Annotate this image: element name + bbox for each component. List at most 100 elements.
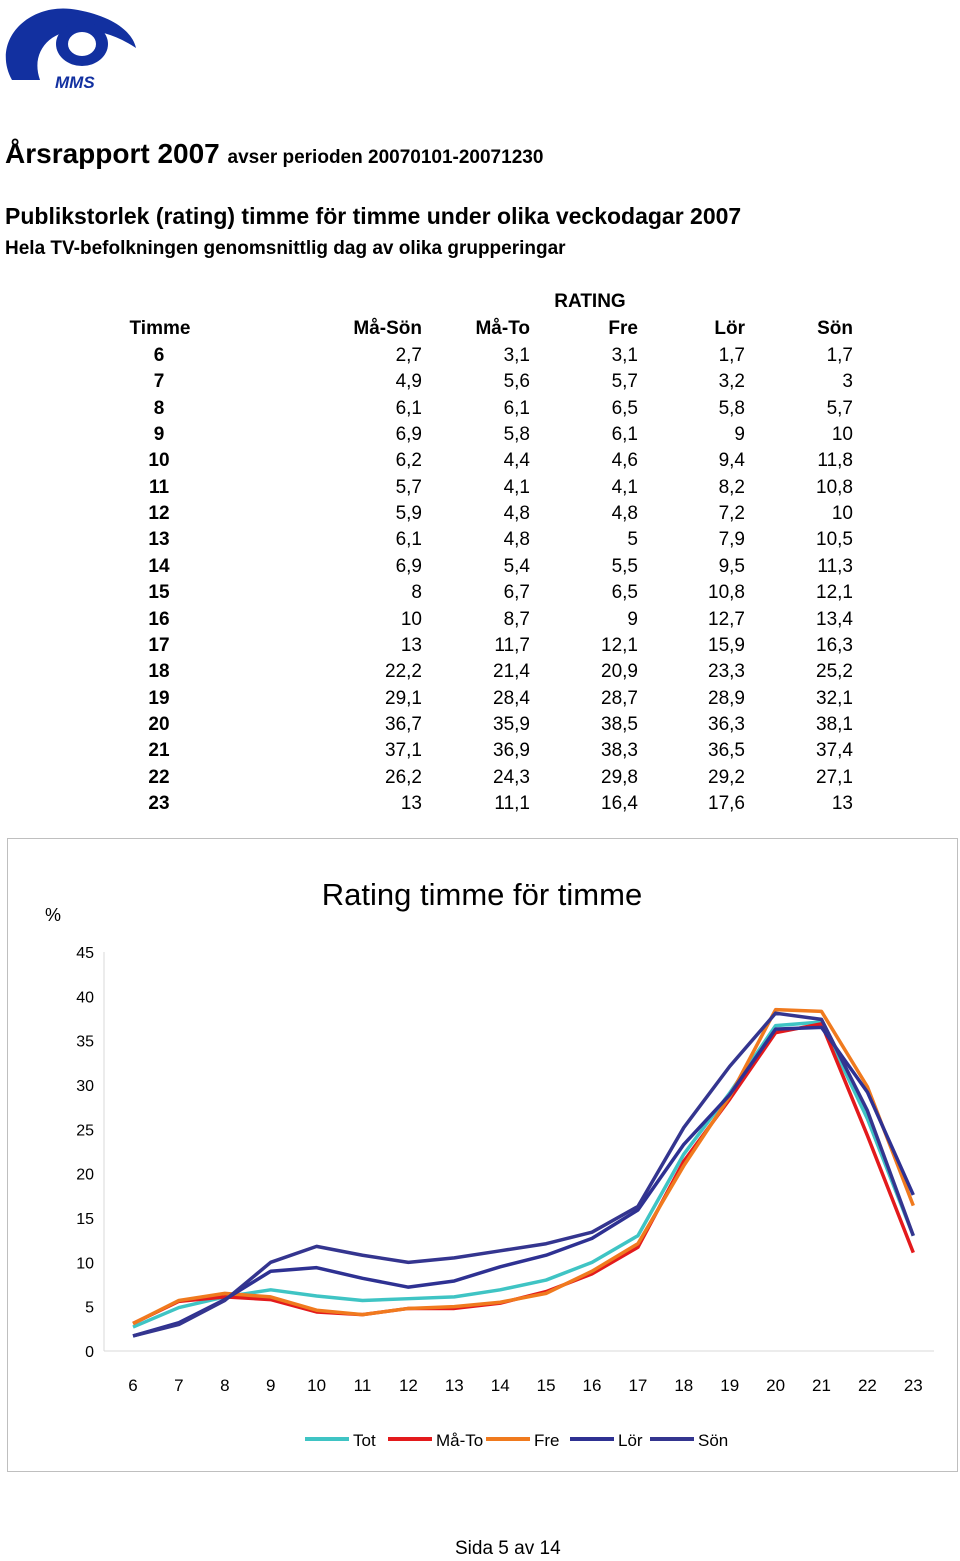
chart-title: Rating timme för timme (322, 877, 642, 912)
table-cell-hour: 17 (148, 634, 170, 656)
table-cell-value: 5,4 (503, 555, 530, 577)
legend-label: Må-To (436, 1431, 483, 1450)
table-cell-value: 5,8 (503, 424, 530, 446)
chart-container: % Rating timme för timme 0 5 10 15 20 25 30 35 4… (7, 838, 958, 1472)
legend-label: Sön (698, 1431, 728, 1450)
y-tick-label: 10 (76, 1255, 94, 1272)
x-tick-label: 10 (307, 1376, 326, 1395)
x-tick-label: 22 (858, 1376, 877, 1395)
table-cell-hour: 14 (148, 555, 170, 577)
y-tick-label: 0 (85, 1344, 94, 1361)
table-cell-value: 4,1 (503, 476, 530, 498)
table-cell-value: 9,4 (718, 450, 745, 472)
x-tick-label: 20 (766, 1376, 785, 1395)
table-cell-value: 6,9 (395, 424, 422, 446)
table-cell-value: 4,8 (611, 503, 638, 525)
series-line-3 (132, 1025, 915, 1338)
table-column-header: Timme Må-Sön Må-To Fre Lör Sön (0, 318, 960, 344)
y-tick-label: 30 (76, 1078, 94, 1095)
table-cell-hour: 21 (148, 740, 170, 762)
table-cell-value: 6,1 (611, 424, 638, 446)
table-cell-hour: 7 (153, 371, 165, 393)
y-axis-ticks: 0 5 10 15 20 25 30 35 40 45 (76, 945, 934, 1361)
legend-label: Tot (353, 1431, 376, 1450)
table-cell-value: 3,1 (611, 345, 638, 366)
table-row: 10 6,2 4,4 4,6 9,4 11,8 (0, 450, 960, 476)
table-cell-value: 35,9 (493, 713, 530, 735)
series-line-0 (132, 1020, 915, 1329)
col-header-ma-to: Må-To (475, 318, 530, 339)
col-header-son: Sön (817, 318, 853, 339)
y-tick-label: 25 (76, 1122, 94, 1139)
table-cell-hour: 10 (148, 450, 170, 472)
table-cell-hour: 20 (148, 713, 170, 735)
table-cell-value: 4,8 (503, 529, 530, 551)
table-cell-value: 4,8 (503, 503, 530, 525)
table-cell-value: 15,9 (708, 634, 745, 656)
table-cell-value: 32,1 (816, 687, 853, 709)
table-row: 21 37,1 36,9 38,3 36,5 37,4 (0, 740, 960, 766)
table-cell-value: 26,2 (385, 766, 422, 788)
x-tick-label: 11 (354, 1376, 372, 1395)
table-row: 15 8 6,7 6,5 10,8 12,1 (0, 582, 960, 608)
x-tick-label: 15 (537, 1376, 556, 1395)
table-cell-value: 13 (400, 792, 422, 814)
table-group-header: RATING (0, 291, 960, 317)
table-cell-value: 16,4 (601, 792, 638, 814)
legend-label: Fre (534, 1431, 560, 1450)
table-cell-value: 5,7 (395, 476, 422, 498)
legend-label: Lör (618, 1431, 643, 1450)
table-cell-value: 38,3 (601, 740, 638, 762)
x-tick-label: 23 (904, 1376, 923, 1395)
table-row: 19 29,1 28,4 28,7 28,9 32,1 (0, 688, 960, 714)
table-cell-value: 28,7 (601, 687, 638, 709)
table-cell-value: 4,6 (611, 450, 638, 472)
table-cell-value: 10 (831, 503, 853, 525)
table-cell-value: 6,1 (503, 397, 530, 419)
table-cell-value: 2,7 (395, 345, 422, 366)
table-cell-value: 28,4 (493, 687, 530, 709)
table-cell-hour: 13 (148, 529, 170, 551)
table-cell-value: 12,7 (708, 608, 745, 630)
table-cell-value: 6,1 (395, 397, 422, 419)
table-cell-value: 5 (627, 529, 638, 551)
series-line-4 (132, 1011, 915, 1338)
table-cell-hour: 12 (148, 503, 170, 525)
table-cell-value: 6,1 (395, 529, 422, 551)
table-cell-value: 21,4 (493, 661, 530, 683)
table-cell-value: 10,5 (816, 529, 853, 551)
table-cell-value: 36,7 (385, 713, 422, 735)
table-cell-hour: 6 (153, 345, 165, 366)
table-row: 7 4,9 5,6 5,7 3,2 3 (0, 371, 960, 397)
table-cell-value: 4,4 (503, 450, 530, 472)
x-tick-label: 17 (628, 1376, 647, 1395)
table-cell-value: 29,2 (708, 766, 745, 788)
table-cell-value: 5,5 (611, 555, 638, 577)
col-header-timme: Timme (129, 318, 191, 339)
rating-group-label: RATING (554, 291, 626, 312)
col-header-lor: Lör (714, 318, 745, 339)
table-cell-value: 17,6 (708, 792, 745, 814)
col-header-fre: Fre (608, 318, 638, 339)
table-cell-hour: 16 (148, 608, 170, 630)
table-cell-hour: 23 (148, 792, 170, 814)
table-cell-value: 11,1 (494, 792, 530, 814)
report-title: Årsrapport 2007 avser perioden 20070101-… (5, 138, 544, 169)
table-cell-value: 3 (842, 371, 853, 393)
table-cell-value: 36,9 (493, 740, 530, 762)
table-cell-value: 28,9 (708, 687, 745, 709)
table-row: 18 22,2 21,4 20,9 23,3 25,2 (0, 661, 960, 687)
table-cell-value: 6,5 (611, 582, 638, 604)
table-cell-hour: 8 (153, 397, 165, 419)
page-number: Sida 5 av 14 (455, 1538, 561, 1559)
table-cell-hour: 9 (153, 424, 165, 446)
chart-legend: Tot Må-To Fre Lör Sön (305, 1431, 728, 1450)
table-cell-value: 11,7 (494, 634, 530, 656)
table-cell-value: 24,3 (493, 766, 530, 788)
table-cell-value: 6,2 (395, 450, 422, 472)
table-cell-value: 5,6 (503, 371, 530, 393)
report-period: avser perioden 20070101-20071230 (227, 147, 544, 168)
table-cell-hour: 11 (148, 476, 170, 498)
table-cell-value: 38,1 (816, 713, 853, 735)
table-cell-value: 6,9 (395, 555, 422, 577)
